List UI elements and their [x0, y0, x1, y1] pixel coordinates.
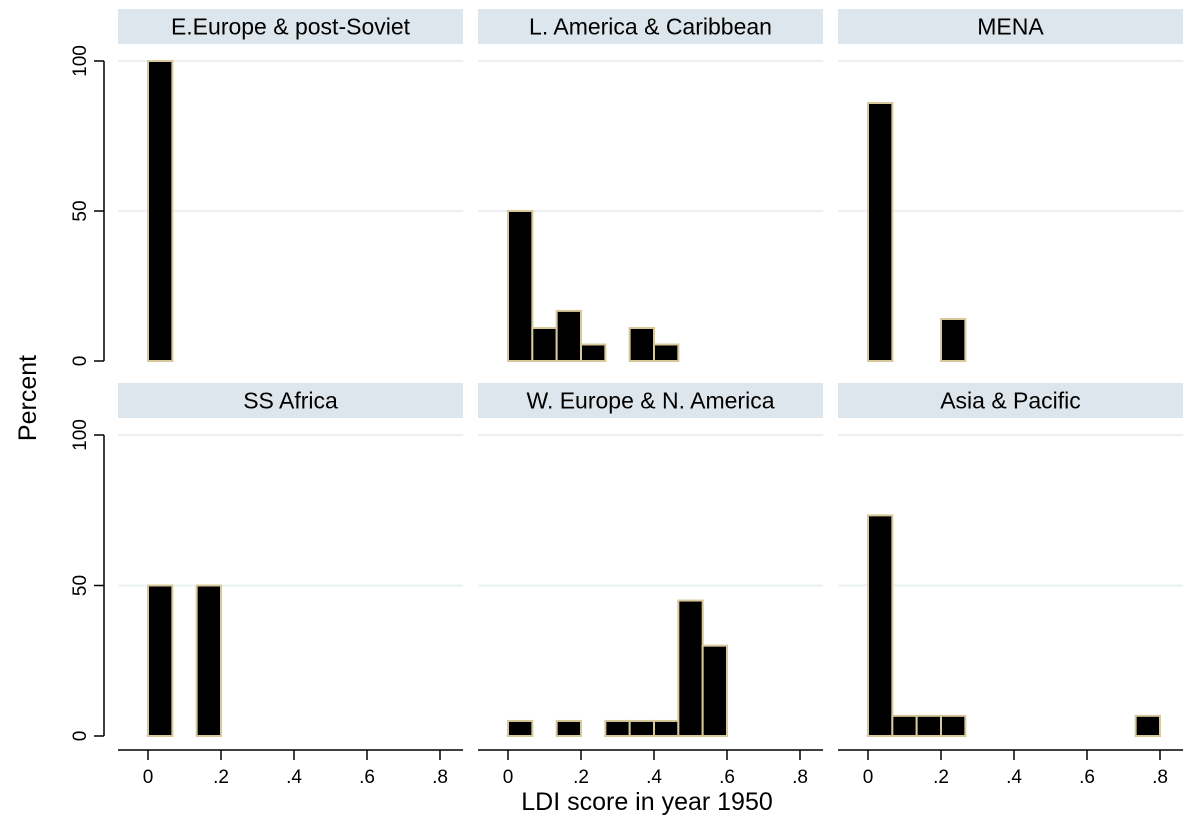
y-tick-label: 50 [70, 200, 91, 221]
histogram-bar [507, 719, 534, 738]
panel-title: L. America & Caribbean [529, 14, 772, 40]
histogram-bar [580, 343, 607, 362]
panel-title: W. Europe & N. America [527, 388, 775, 414]
x-tick-label: 0 [503, 767, 514, 788]
histogram-bar [891, 714, 918, 738]
histogram-bar [531, 327, 558, 362]
histogram-bar [147, 584, 174, 737]
histogram-bar [867, 102, 894, 362]
histogram-bar [555, 309, 582, 362]
x-tick-label: .6 [719, 767, 735, 788]
x-tick-label: .2 [933, 767, 949, 788]
histogram-bar [628, 327, 655, 362]
panel: Asia & Pacific 0 .2 .4 .6 .8 [838, 383, 1183, 788]
x-tick-label: .4 [286, 767, 302, 788]
panel: L. America & Caribbean [478, 9, 823, 362]
x-tick-label: 0 [143, 767, 154, 788]
panel: W. Europe & N. America 0 .2 .4 .6 .8 [478, 383, 823, 788]
histogram-bar [915, 714, 942, 738]
histogram-bar [940, 714, 967, 738]
histogram-bar [1134, 714, 1162, 738]
y-tick-label: 100 [70, 419, 91, 451]
y-tick-label: 100 [70, 45, 91, 77]
panel-strip [478, 383, 823, 418]
histogram-bar [507, 210, 534, 362]
panel-strip [838, 383, 1183, 418]
y-tick-label: 0 [70, 356, 91, 367]
panel-title: SS Africa [243, 388, 338, 414]
panel-strip [478, 9, 823, 44]
panel-strip [118, 9, 463, 44]
y-tick-label: 50 [70, 575, 91, 596]
x-tick-label: .6 [1079, 767, 1095, 788]
x-tick-label: .8 [792, 767, 808, 788]
y-axis-title: Percent [14, 355, 42, 441]
x-tick-label: .2 [573, 767, 589, 788]
panel: MENA [838, 9, 1183, 362]
x-axis-title: LDI score in year 1950 [521, 788, 773, 816]
x-tick-label: 0 [863, 767, 874, 788]
histogram-bar [653, 343, 680, 362]
panel-strip [838, 9, 1183, 44]
panel: E.Europe & post-Soviet 0 50 100 [70, 9, 463, 366]
histogram-bar [867, 514, 894, 737]
histogram-bar [628, 719, 655, 738]
histogram-bar [940, 318, 967, 362]
panel-title: Asia & Pacific [940, 388, 1081, 414]
x-tick-label: .4 [646, 767, 662, 788]
histogram-bar [555, 719, 582, 738]
y-tick-label: 0 [70, 731, 91, 742]
histogram-bar [701, 644, 728, 738]
panel: SS Africa 0 50 100 0 .2 .4 .6 .8 [70, 383, 463, 788]
histogram-bar [195, 584, 222, 737]
histogram-bar [147, 60, 174, 362]
panel-strip [118, 383, 463, 418]
x-tick-label: .8 [432, 767, 448, 788]
histogram-bar [653, 719, 680, 738]
histogram-bar [677, 599, 704, 737]
panel-title: MENA [977, 14, 1044, 40]
x-tick-label: .6 [359, 767, 375, 788]
panels-layer: E.Europe & post-Soviet 0 50 100 L. America &… [70, 9, 1183, 788]
x-tick-label: .4 [1006, 767, 1022, 788]
panel-title: E.Europe & post-Soviet [171, 14, 411, 40]
histogram-bar [604, 719, 631, 738]
x-tick-label: .2 [213, 767, 229, 788]
x-tick-label: .8 [1152, 767, 1168, 788]
